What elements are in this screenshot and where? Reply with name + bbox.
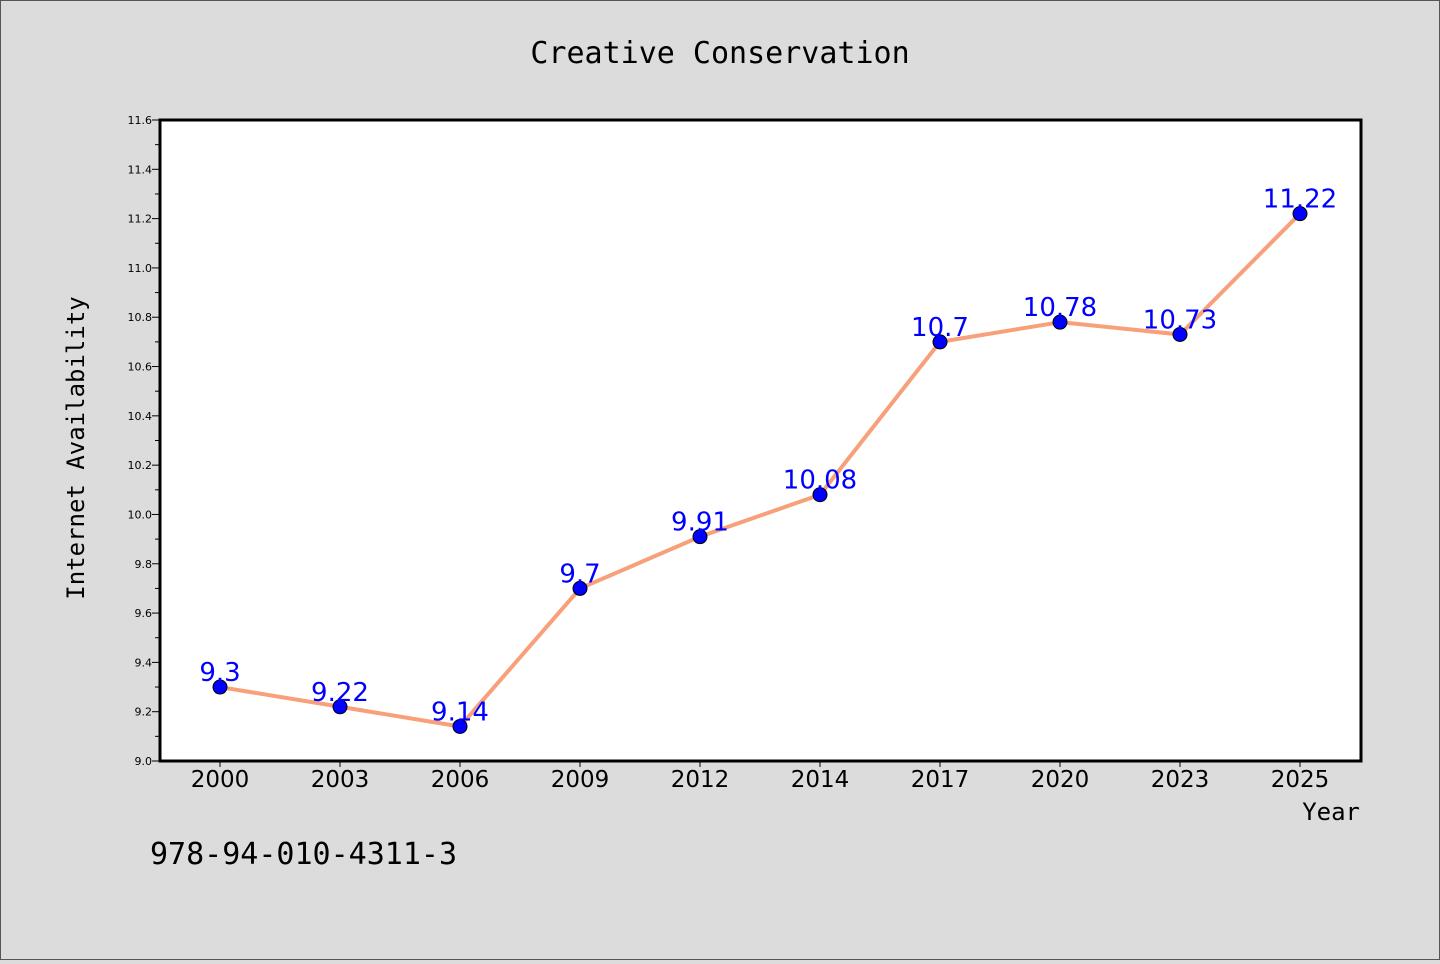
data-labels: 9.3 9.22 9.14 9.7 9.91 10.08 10.7 10.78 10.73 11.… bbox=[199, 185, 1337, 728]
data-point-marker bbox=[932, 334, 948, 350]
y-tick-label: 9.0 bbox=[135, 755, 153, 768]
y-tick-label: 10.2 bbox=[128, 459, 153, 472]
data-point-marker bbox=[692, 529, 708, 545]
y-tick-label: 10.8 bbox=[128, 311, 153, 324]
data-point-label: 9.14 bbox=[431, 697, 489, 727]
data-point-label: 9.7 bbox=[559, 559, 600, 589]
x-tick-label: 2000 bbox=[191, 767, 250, 793]
y-axis-title: Internet Availability bbox=[62, 296, 90, 599]
y-tick-label: 10.4 bbox=[128, 410, 153, 423]
x-tick-label: 2025 bbox=[1271, 767, 1330, 793]
x-axis: 2000 2003 2006 2009 2012 2014 2017 2020 2023 2025 bbox=[191, 761, 1330, 793]
x-tick-label: 2006 bbox=[431, 767, 490, 793]
plot-area bbox=[158, 118, 1363, 763]
y-tick-label: 11.0 bbox=[128, 262, 153, 275]
data-point-label: 10.73 bbox=[1143, 305, 1217, 335]
x-tick-label: 2003 bbox=[311, 767, 370, 793]
y-tick-label: 11.2 bbox=[128, 213, 153, 226]
y-tick-label: 9.8 bbox=[135, 558, 153, 571]
x-tick-label: 2009 bbox=[551, 767, 610, 793]
data-point-marker bbox=[812, 487, 828, 503]
x-tick-label: 2020 bbox=[1031, 767, 1090, 793]
data-point-label: 11.22 bbox=[1263, 185, 1337, 215]
chart-title: Creative Conservation bbox=[530, 36, 909, 71]
x-tick-label: 2014 bbox=[791, 767, 850, 793]
y-axis: 9.0 9.2 9.4 9.6 9.8 10.0 10.2 10.4 10.6 10.8 11.0 1… bbox=[128, 114, 160, 768]
data-point-label: 9.91 bbox=[671, 508, 729, 538]
y-tick-label: 9.2 bbox=[135, 706, 153, 719]
y-tick-label: 11.6 bbox=[128, 114, 153, 127]
data-point-marker bbox=[332, 699, 348, 715]
data-point-label: 9.22 bbox=[311, 678, 369, 708]
data-point-marker bbox=[572, 580, 588, 596]
y-tick-label: 10.6 bbox=[128, 361, 153, 374]
data-point-marker bbox=[452, 718, 468, 734]
data-point-label: 10.08 bbox=[783, 466, 857, 496]
data-point-marker bbox=[212, 679, 228, 695]
series-markers bbox=[212, 206, 1308, 734]
data-point-marker bbox=[1172, 326, 1188, 342]
x-tick-label: 2017 bbox=[911, 767, 970, 793]
series-line bbox=[219, 212, 1302, 729]
y-tick-label: 11.4 bbox=[128, 163, 153, 176]
footer-code-text: 978-94-010-4311-3 bbox=[150, 837, 457, 872]
x-axis-title: Year bbox=[1302, 798, 1360, 826]
data-point-label: 9.3 bbox=[199, 658, 240, 688]
x-tick-label: 2023 bbox=[1151, 767, 1210, 793]
x-tick-label: 2012 bbox=[671, 767, 730, 793]
y-tick-label: 9.4 bbox=[135, 656, 153, 669]
data-point-marker bbox=[1052, 314, 1068, 330]
data-point-label: 10.78 bbox=[1023, 293, 1097, 323]
data-point-marker bbox=[1292, 206, 1308, 222]
data-point-label: 10.7 bbox=[911, 313, 969, 343]
y-tick-label: 9.6 bbox=[135, 607, 153, 620]
y-tick-label: 10.0 bbox=[128, 508, 153, 521]
